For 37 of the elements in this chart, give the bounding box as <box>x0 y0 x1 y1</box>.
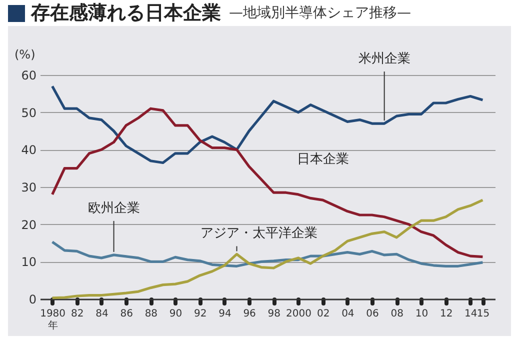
y-tick-label: 0 <box>28 292 36 306</box>
x-tick-label: 02 <box>316 308 330 320</box>
x-tick-label: 92 <box>194 308 207 320</box>
x-tick-label: 94 <box>218 308 232 320</box>
y-axis-title: (%) <box>14 48 36 62</box>
y-tick-label: 30 <box>21 180 36 194</box>
x-tick-label: 82 <box>71 308 84 320</box>
line-series <box>50 240 484 268</box>
line-series <box>50 84 484 164</box>
y-tick-label: 60 <box>21 68 36 82</box>
y-tick-label: 50 <box>21 106 36 120</box>
x-tick-label: 2000 <box>286 308 312 320</box>
x-tick-label: 12 <box>440 308 453 320</box>
line-series <box>50 107 484 258</box>
x-tick-label: 06 <box>366 308 379 320</box>
x-tick-label: 1980 年 <box>40 308 66 332</box>
line-series <box>50 198 484 300</box>
x-tick-label: 84 <box>96 308 108 320</box>
series-label: アジア・太平洋企業 <box>200 226 318 242</box>
x-tick-label: 86 <box>120 308 133 320</box>
x-tick-label: 14 <box>464 308 478 320</box>
text: 欧州企業 <box>88 200 140 216</box>
text: 日本企業 <box>296 152 349 168</box>
x-tick-label: 04 <box>342 308 354 320</box>
x-tick-label: 08 <box>390 308 404 320</box>
chart-title: 存在感薄れる日本企業 <box>31 1 221 26</box>
y-tick-label: 40 <box>21 143 36 158</box>
x-tick-label: 88 <box>144 308 158 320</box>
text: 米州企業 <box>358 52 410 67</box>
x-tick-label: 10 <box>415 308 428 320</box>
x-tick-label: 90 <box>169 308 182 320</box>
x-tick-label: 15 <box>476 308 490 320</box>
x-tick-label: 98 <box>268 308 281 320</box>
x-tick-label: 96 <box>243 308 256 320</box>
chart-subtitle: —地域別半導体シェア推移— <box>229 4 411 22</box>
y-tick-label: 10 <box>21 255 36 270</box>
y-tick-label: 20 <box>21 218 36 232</box>
